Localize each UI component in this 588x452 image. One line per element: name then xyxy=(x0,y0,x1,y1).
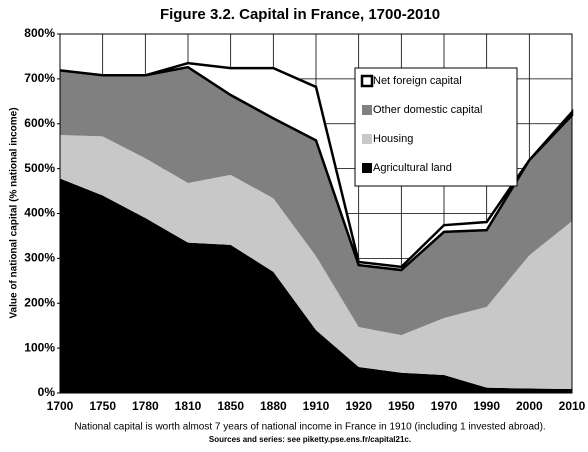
legend-swatch xyxy=(362,105,372,115)
y-tick-label: 300% xyxy=(24,251,55,265)
x-tick-label: 1810 xyxy=(175,399,202,413)
x-tick-label: 1700 xyxy=(47,399,74,413)
source: Sources and series: see piketty.pse.ens.… xyxy=(209,435,411,444)
x-tick-label: 1910 xyxy=(303,399,330,413)
area xyxy=(60,178,572,393)
y-tick-label: 600% xyxy=(24,116,55,130)
y-tick-label: 800% xyxy=(24,26,55,40)
y-tick-label: 0% xyxy=(38,385,56,399)
x-tick-label: 1850 xyxy=(217,399,244,413)
legend-label: Net foreign capital xyxy=(373,75,462,87)
y-tick-label: 200% xyxy=(24,295,55,309)
x-tick-label: 1750 xyxy=(89,399,116,413)
x-tick-label: 1950 xyxy=(388,399,415,413)
area xyxy=(60,134,572,389)
chart-title: Figure 3.2. Capital in France, 1700-2010 xyxy=(160,6,440,23)
x-tick-label: 2010 xyxy=(559,399,586,413)
area xyxy=(60,67,572,336)
x-tick-label: 1990 xyxy=(473,399,500,413)
legend-label: Housing xyxy=(373,133,413,145)
legend-box xyxy=(354,67,518,187)
x-tick-label: 2000 xyxy=(516,399,543,413)
y-tick-label: 500% xyxy=(24,161,55,175)
legend-swatch xyxy=(362,163,372,173)
x-tick-label: 1780 xyxy=(132,399,159,413)
legend-label: Other domestic capital xyxy=(373,104,482,116)
legend-swatch xyxy=(360,74,374,88)
y-tick-label: 700% xyxy=(24,71,55,85)
y-axis-label: Value of national capital (% national in… xyxy=(9,107,20,318)
x-tick-label: 1970 xyxy=(431,399,458,413)
x-tick-label: 1920 xyxy=(345,399,372,413)
legend-label: Agricultural land xyxy=(373,162,452,174)
y-tick-label: 100% xyxy=(24,340,55,354)
x-tick-label: 1880 xyxy=(260,399,287,413)
y-tick-label: 400% xyxy=(24,206,55,220)
footnote: National capital is worth almost 7 years… xyxy=(74,422,545,433)
legend-swatch xyxy=(362,134,372,144)
